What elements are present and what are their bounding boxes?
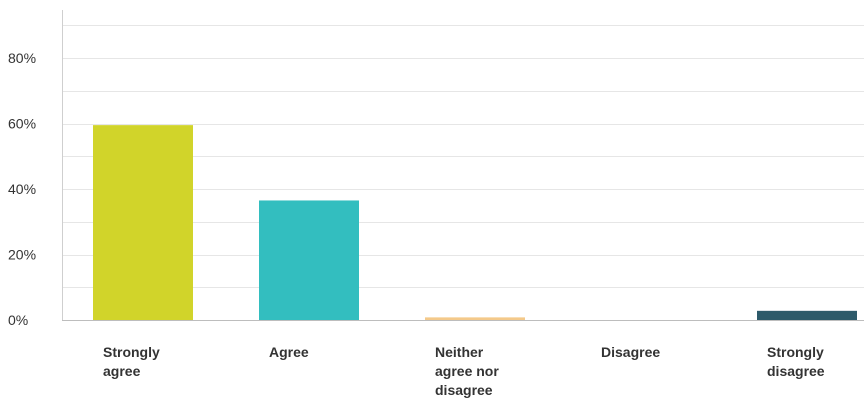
x-category-label: disagree	[767, 363, 825, 379]
x-category-label: Strongly	[103, 344, 160, 360]
y-tick-label: 0%	[8, 312, 28, 328]
x-category-label: Disagree	[601, 344, 660, 360]
y-tick-label: 60%	[8, 116, 36, 132]
x-category-label: Strongly	[767, 344, 824, 360]
x-category-label: agree nor	[435, 363, 499, 379]
x-category-label: disagree	[435, 382, 493, 398]
bar	[757, 310, 857, 320]
bar	[425, 317, 525, 320]
y-tick-label: 20%	[8, 247, 36, 263]
bars	[93, 125, 857, 320]
bar	[259, 200, 359, 320]
axes	[62, 10, 864, 321]
x-category-label: agree	[103, 363, 141, 379]
grid-lines	[62, 25, 864, 288]
x-category-label: Agree	[269, 344, 309, 360]
bar	[93, 125, 193, 320]
x-category-label: Neither	[435, 344, 484, 360]
x-category-labels: Strongly agree Agree Neither agree nor disagr…	[103, 344, 825, 398]
y-tick-label: 80%	[8, 50, 36, 66]
y-tick-label: 40%	[8, 181, 36, 197]
y-tick-labels: 0% 20% 40% 60% 80%	[8, 50, 36, 328]
